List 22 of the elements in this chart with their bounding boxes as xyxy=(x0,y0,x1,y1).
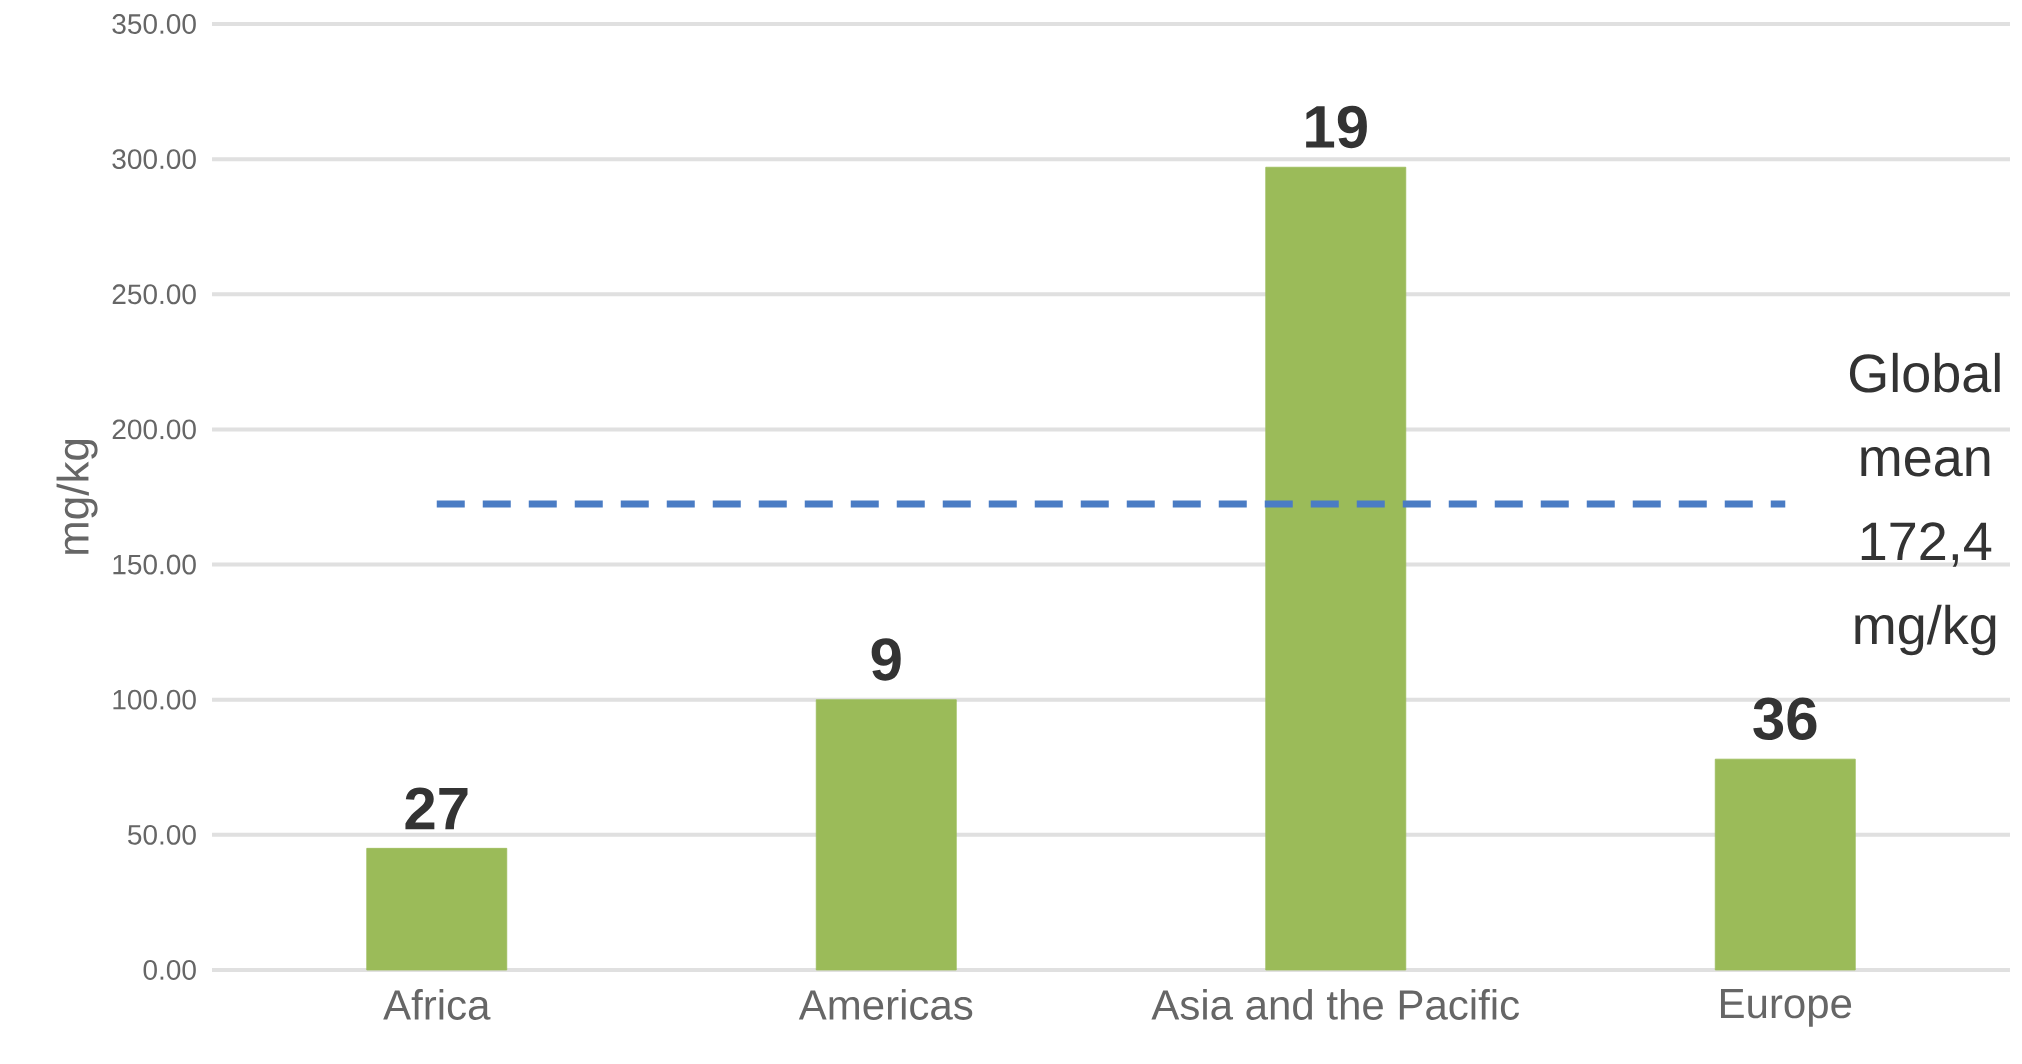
y-tick-label: 300.00 xyxy=(112,149,196,170)
y-tick-label: 350.00 xyxy=(112,14,196,34)
x-tick-label: Europe xyxy=(1721,989,1852,1027)
bar xyxy=(815,699,957,971)
y-axis-title: mg/kg xyxy=(56,439,98,554)
bar xyxy=(1714,758,1856,971)
bar xyxy=(366,847,508,971)
x-tick-label: Africa xyxy=(383,989,491,1020)
y-tick-label: 50.00 xyxy=(128,824,196,845)
x-tick-label: Americas xyxy=(798,989,973,1020)
y-tick-label: 100.00 xyxy=(113,689,196,710)
annotation: 27 xyxy=(405,787,468,830)
y-tick-label: 250.00 xyxy=(112,284,196,305)
annotation: 19 xyxy=(1306,105,1367,149)
x-tick-label: Asia and the Pacific xyxy=(1151,989,1520,1020)
annotation: 36 xyxy=(1753,697,1817,741)
y-tick-label: 0.00 xyxy=(143,960,196,980)
y-tick-label: 200.00 xyxy=(112,419,196,440)
annotation: 9 xyxy=(871,638,901,681)
ref-line-label: Global mean 172,4 mg/kg xyxy=(1849,352,2000,656)
y-tick-label: 150.00 xyxy=(113,554,196,575)
bar xyxy=(1265,166,1407,971)
